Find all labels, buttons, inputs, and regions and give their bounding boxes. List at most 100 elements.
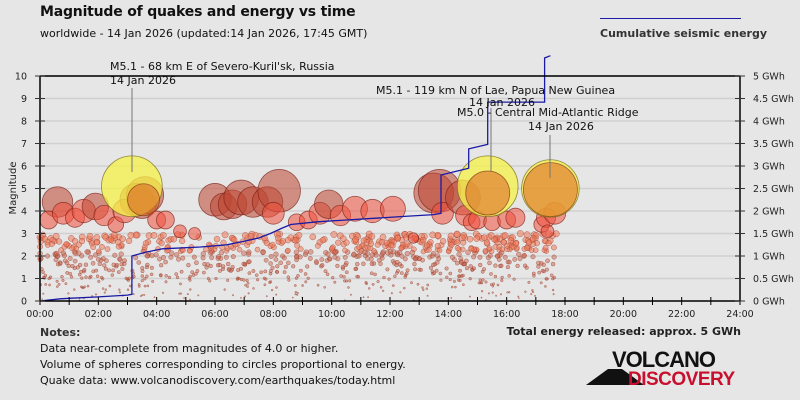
x-tick-label: 16:00	[493, 309, 520, 320]
quake-marker	[53, 257, 59, 263]
quake-marker	[180, 255, 186, 261]
quake-marker	[158, 240, 165, 247]
quake-marker	[76, 250, 82, 256]
quake-marker	[356, 275, 361, 279]
y2-tick-label: 3 GWh	[753, 162, 785, 173]
quake-marker	[44, 282, 48, 286]
quake-marker	[186, 293, 189, 296]
quake-marker	[463, 258, 469, 264]
quake-marker	[335, 263, 340, 269]
quake-marker	[297, 246, 304, 252]
quake-marker	[329, 245, 335, 252]
quake-marker	[381, 289, 385, 292]
quake-marker	[136, 260, 142, 265]
quake-marker	[387, 277, 391, 281]
quake-marker	[517, 256, 523, 262]
quake-marker	[388, 242, 395, 249]
quake-marker	[44, 253, 51, 259]
quake-marker	[294, 242, 301, 249]
note-line: Volume of spheres corresponding to circl…	[40, 358, 406, 371]
quake-marker	[294, 276, 299, 280]
y-tick-label: 10	[15, 72, 27, 83]
quake-marker	[170, 235, 178, 243]
quake-marker	[399, 271, 404, 275]
quake-marker	[86, 232, 94, 240]
quake-marker	[342, 254, 348, 260]
quake-marker	[364, 281, 368, 284]
quake-marker	[54, 250, 60, 257]
quake-marker	[208, 279, 212, 283]
quake-bubble	[156, 210, 175, 230]
quake-marker	[179, 282, 182, 286]
quake-marker	[324, 258, 330, 263]
quake-marker	[416, 256, 422, 262]
quake-marker	[304, 280, 308, 284]
quake-marker	[240, 297, 242, 299]
quake-marker	[552, 293, 555, 296]
quake-marker	[275, 293, 278, 296]
quake-marker	[191, 254, 197, 260]
quake-marker	[99, 243, 105, 250]
quake-marker	[164, 274, 168, 278]
quake-marker	[418, 267, 423, 272]
quake-marker	[534, 294, 536, 297]
quake-marker	[275, 264, 280, 269]
y-tick-label: 9	[21, 94, 27, 105]
quake-marker	[82, 267, 87, 272]
quake-marker	[223, 254, 229, 260]
quake-marker	[390, 292, 393, 295]
x-tick-label: 08:00	[260, 309, 287, 320]
quake-marker	[412, 261, 417, 267]
quake-marker	[394, 234, 402, 242]
quake-marker	[195, 269, 200, 273]
quake-marker	[65, 271, 70, 275]
y2-tick-label: 0 GWh	[753, 297, 785, 308]
quake-marker	[236, 268, 241, 273]
quake-marker	[371, 282, 375, 286]
quake-marker	[153, 252, 159, 258]
quake-marker	[48, 240, 55, 248]
y-tick-label: 5	[21, 184, 27, 195]
quake-marker	[439, 278, 443, 282]
quake-marker	[454, 285, 457, 289]
quake-bubble	[465, 170, 511, 216]
quake-marker	[523, 231, 531, 239]
quake-marker	[425, 287, 429, 290]
volcanodiscovery-logo[interactable]: VOLCANO DISCOVERY	[586, 347, 766, 391]
quake-marker	[282, 270, 287, 275]
quake-marker	[379, 286, 383, 289]
quake-bubble	[407, 232, 419, 244]
y-tick-label: 0	[21, 297, 27, 308]
quake-marker	[145, 262, 150, 268]
quake-marker	[168, 254, 174, 260]
x-axis-ticks: 00:00 02:00 04:00 06:00 08:00 10:00 12:00 14:00…	[26, 297, 754, 320]
quake-marker	[189, 298, 191, 301]
quake-marker	[88, 276, 92, 280]
quake-marker	[298, 268, 303, 273]
quake-marker	[183, 297, 185, 299]
quake-marker	[149, 253, 155, 259]
quake-marker	[189, 288, 192, 291]
quake-marker	[489, 272, 493, 276]
quake-marker	[551, 288, 555, 292]
quake-marker	[285, 247, 291, 254]
quake-marker	[465, 249, 471, 256]
quake-marker	[505, 264, 511, 270]
quake-marker	[90, 244, 97, 251]
quake-marker	[309, 233, 317, 241]
quake-marker	[431, 262, 436, 267]
quake-marker	[296, 291, 299, 295]
quake-marker	[132, 274, 136, 279]
quake-marker	[314, 259, 319, 264]
quake-bubble	[188, 227, 201, 240]
y-tick-label: 7	[21, 139, 27, 150]
quake-marker	[500, 239, 507, 246]
quake-marker	[245, 251, 252, 257]
quake-marker	[395, 269, 400, 273]
quake-marker	[202, 270, 206, 275]
quake-marker	[403, 286, 406, 290]
quake-marker	[103, 291, 106, 294]
quake-marker	[118, 288, 121, 291]
quake-marker	[95, 248, 102, 255]
quake-marker	[410, 281, 413, 285]
